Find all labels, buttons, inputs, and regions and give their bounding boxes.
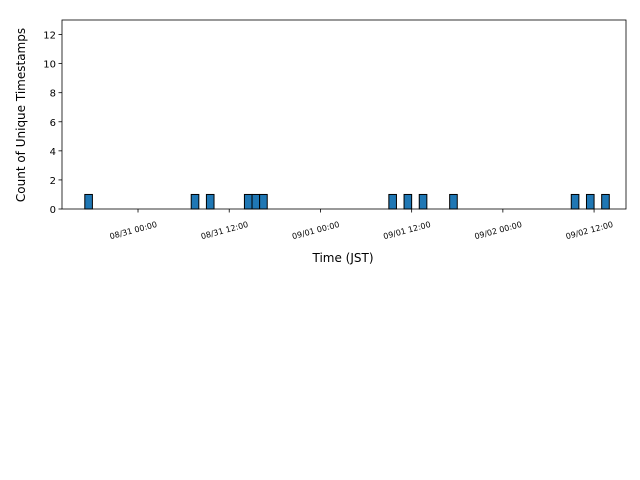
bar xyxy=(251,193,261,210)
bar xyxy=(418,193,428,210)
bar xyxy=(449,193,458,210)
y-tick-label: 8 xyxy=(50,89,56,100)
bar xyxy=(190,193,200,210)
y-tick-label: 0 xyxy=(50,205,56,216)
bar xyxy=(388,193,397,210)
bar xyxy=(205,193,215,210)
bar xyxy=(601,193,610,210)
bar xyxy=(570,193,580,210)
bar xyxy=(243,193,253,210)
x-axis-label: Time (JST) xyxy=(311,251,373,265)
bar xyxy=(403,193,413,210)
y-tick-label: 4 xyxy=(50,147,56,158)
x-tick-label: 09/01 00:00 xyxy=(291,220,340,241)
x-tick-label: 08/31 12:00 xyxy=(200,220,249,241)
y-tick-label: 10 xyxy=(43,60,56,71)
x-tick-label: 09/02 00:00 xyxy=(474,220,523,241)
bar xyxy=(259,193,268,210)
x-tick-label: 09/01 12:00 xyxy=(382,220,431,241)
y-tick-label: 2 xyxy=(50,176,56,187)
y-tick-label: 6 xyxy=(50,118,56,129)
x-tick-label: 09/02 12:00 xyxy=(565,220,614,241)
y-axis-label: Count of Unique Timestamps xyxy=(14,28,28,202)
y-tick-label: 12 xyxy=(43,31,56,42)
bar xyxy=(585,193,595,210)
x-tick-label: 08/31 00:00 xyxy=(109,220,158,241)
plot-frame xyxy=(61,19,627,210)
bar xyxy=(84,193,93,210)
